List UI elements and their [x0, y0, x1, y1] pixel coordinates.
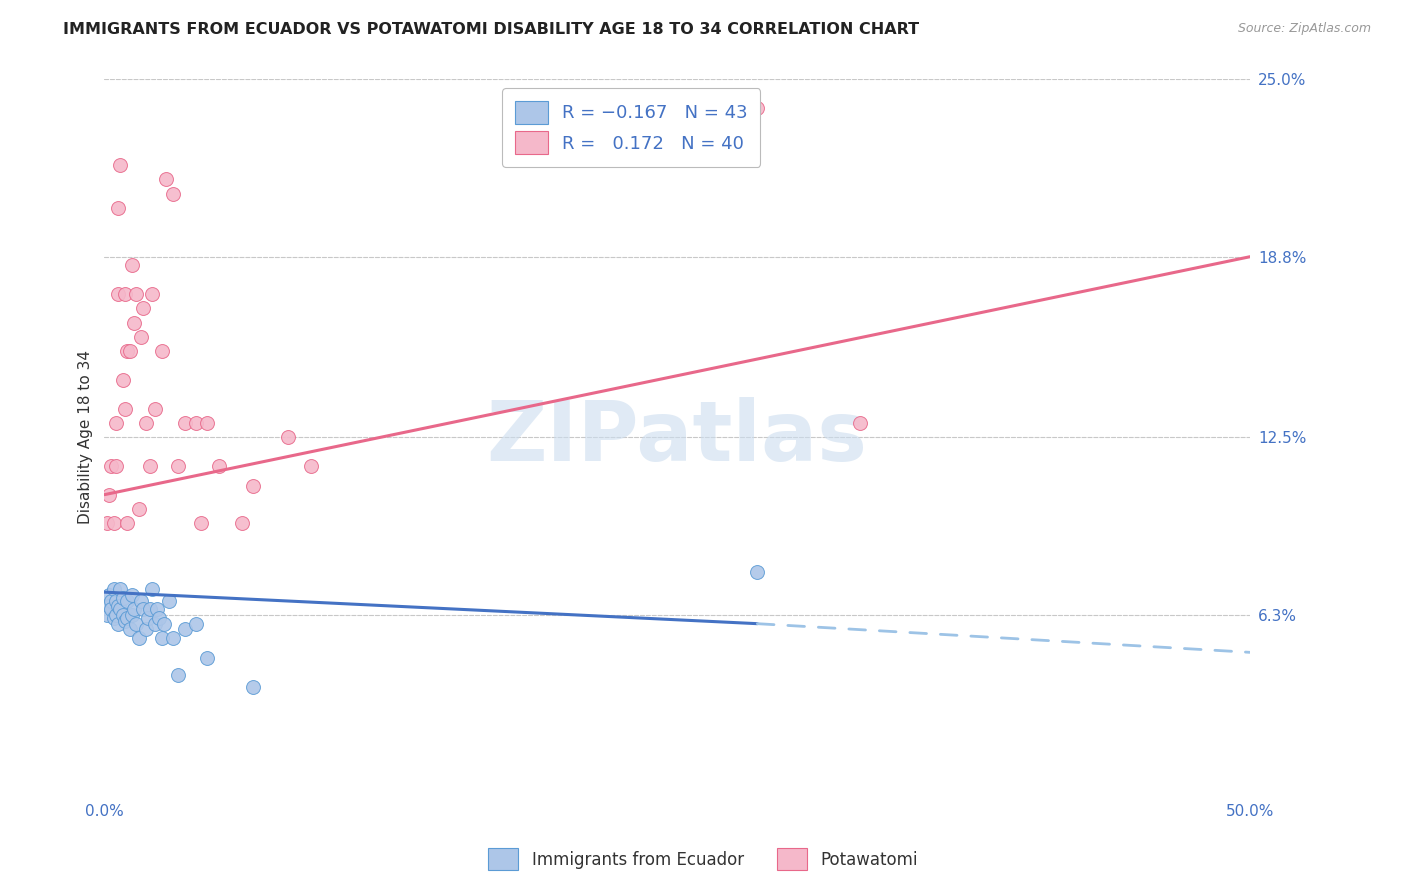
Point: [107, 287, 129, 301]
Point: [100, 458, 122, 473]
Legend: Immigrants from Ecuador, Potawatomi: Immigrants from Ecuador, Potawatomi: [481, 842, 925, 877]
Point: [184, 416, 207, 430]
Point: [141, 287, 163, 301]
Point: [117, 516, 139, 531]
Point: [173, 416, 195, 430]
Point: [197, 651, 219, 665]
Point: [122, 602, 145, 616]
Point: [150, 631, 173, 645]
Point: [111, 608, 134, 623]
Text: Source: ZipAtlas.com: Source: ZipAtlas.com: [1237, 22, 1371, 36]
Point: [104, 593, 127, 607]
Point: [110, 602, 132, 616]
Point: [242, 479, 264, 493]
Point: [747, 565, 769, 579]
Point: [135, 623, 157, 637]
Point: [139, 458, 162, 473]
Point: [118, 623, 141, 637]
Point: [117, 611, 139, 625]
Point: [97, 599, 120, 614]
Point: [96, 516, 118, 531]
Point: [146, 602, 169, 616]
Point: [173, 623, 195, 637]
Point: [104, 608, 127, 623]
Point: [121, 588, 143, 602]
Point: [150, 344, 173, 359]
Point: [139, 602, 162, 616]
Point: [110, 582, 132, 597]
Point: [117, 344, 139, 359]
Point: [107, 616, 129, 631]
Point: [153, 616, 176, 631]
Point: [100, 602, 122, 616]
Point: [129, 330, 152, 344]
Point: [107, 599, 129, 614]
Point: [242, 680, 264, 694]
Point: [114, 401, 136, 416]
Legend: R = −0.167   N = 43, R =   0.172   N = 40: R = −0.167 N = 43, R = 0.172 N = 40: [502, 88, 761, 167]
Point: [111, 373, 134, 387]
Point: [117, 593, 139, 607]
Point: [103, 582, 125, 597]
Point: [125, 287, 148, 301]
Point: [141, 582, 163, 597]
Point: [157, 593, 180, 607]
Point: [132, 301, 155, 316]
Point: [104, 416, 127, 430]
Point: [110, 158, 132, 172]
Point: [166, 458, 188, 473]
Point: [97, 488, 120, 502]
Point: [121, 608, 143, 623]
Point: [96, 608, 118, 623]
Point: [111, 591, 134, 605]
Point: [128, 631, 150, 645]
Text: ZIPatlas: ZIPatlas: [486, 397, 868, 478]
Point: [100, 593, 122, 607]
Point: [231, 516, 253, 531]
Point: [97, 588, 120, 602]
Point: [162, 186, 184, 201]
Point: [299, 458, 322, 473]
Point: [197, 416, 219, 430]
Point: [132, 602, 155, 616]
Point: [103, 516, 125, 531]
Point: [190, 516, 212, 531]
Point: [208, 458, 231, 473]
Point: [143, 401, 166, 416]
Point: [121, 258, 143, 272]
Point: [155, 172, 177, 186]
Point: [277, 430, 299, 444]
Point: [162, 631, 184, 645]
Point: [114, 287, 136, 301]
Point: [184, 616, 207, 631]
Point: [148, 611, 170, 625]
Point: [128, 502, 150, 516]
Point: [136, 611, 159, 625]
Point: [143, 616, 166, 631]
Y-axis label: Disability Age 18 to 34: Disability Age 18 to 34: [79, 351, 93, 524]
Point: [103, 611, 125, 625]
Point: [135, 416, 157, 430]
Point: [122, 316, 145, 330]
Point: [166, 668, 188, 682]
Point: [114, 614, 136, 628]
Point: [107, 201, 129, 215]
Point: [849, 416, 872, 430]
Point: [104, 458, 127, 473]
Point: [747, 101, 769, 115]
Point: [118, 344, 141, 359]
Point: [125, 616, 148, 631]
Point: [129, 593, 152, 607]
Text: IMMIGRANTS FROM ECUADOR VS POTAWATOMI DISABILITY AGE 18 TO 34 CORRELATION CHART: IMMIGRANTS FROM ECUADOR VS POTAWATOMI DI…: [63, 22, 920, 37]
